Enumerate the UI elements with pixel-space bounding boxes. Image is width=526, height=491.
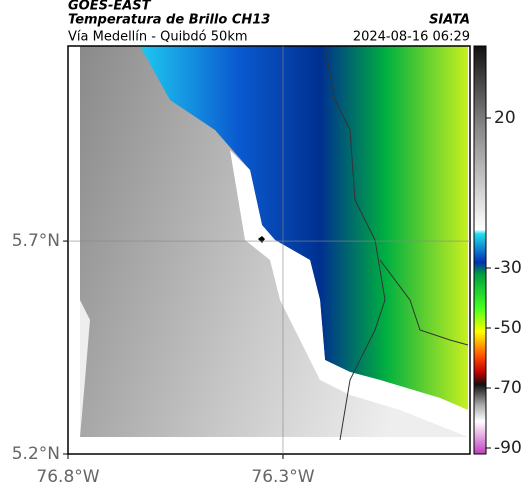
map-image bbox=[80, 45, 469, 441]
x-tick-label: 76.8°W bbox=[36, 467, 99, 487]
brand: SIATA bbox=[429, 13, 470, 28]
colorbar-tick-label: -50 bbox=[494, 318, 522, 338]
y-tick-label: 5.7°N bbox=[12, 231, 60, 251]
colorbar-tick-label: 20 bbox=[494, 108, 516, 128]
product: Temperatura de Brillo CH13 bbox=[68, 13, 270, 28]
colorbar-tick-label: -70 bbox=[494, 378, 522, 398]
y-tick-label: 5.2°N bbox=[12, 444, 60, 464]
colorbar-tick-label: -30 bbox=[494, 258, 522, 278]
x-tick-label: 76.3°W bbox=[251, 467, 314, 487]
route: Vía Medellín - Quibdó 50km bbox=[68, 30, 248, 45]
map-frame bbox=[67, 45, 471, 455]
source: GOES-EAST bbox=[68, 0, 152, 14]
colorbar-tick-label: -90 bbox=[494, 438, 522, 458]
colorbar bbox=[473, 45, 487, 455]
timestamp: 2024-08-16 06:29 bbox=[353, 30, 470, 45]
